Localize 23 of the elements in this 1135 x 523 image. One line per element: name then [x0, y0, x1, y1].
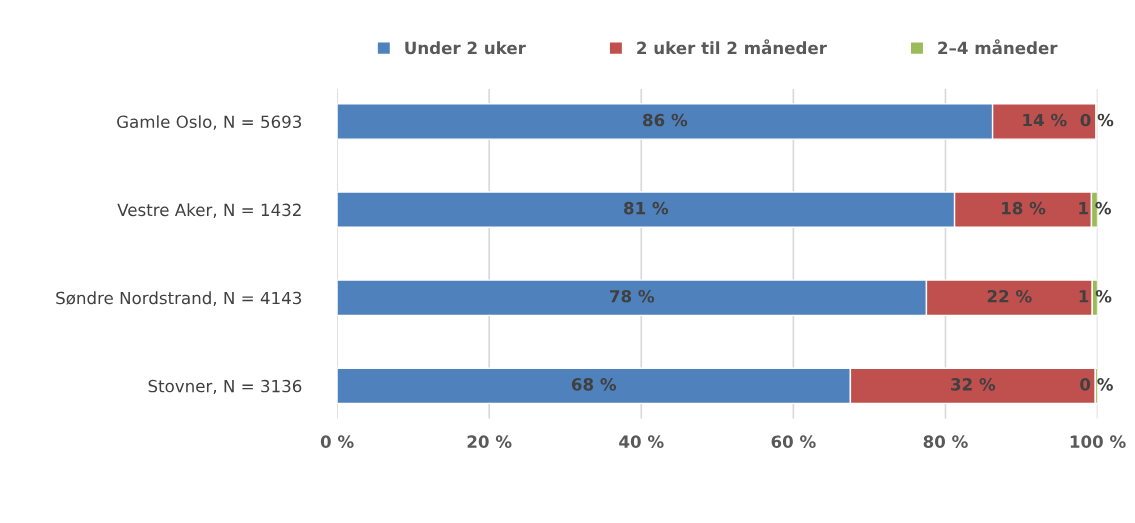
x-tick-label: 40 % — [619, 435, 664, 448]
y-tick-label: Stovner, N = 3136 — [148, 379, 302, 395]
x-tick-label: 60 % — [771, 435, 816, 448]
data-label: 78 % — [610, 289, 655, 303]
x-tick-label: 0 % — [320, 435, 354, 448]
data-label: 81 % — [624, 201, 669, 215]
data-label: 18 % — [1002, 201, 1046, 215]
data-label: 0 % — [1080, 378, 1113, 391]
data-label: 0 % — [1080, 113, 1114, 127]
data-label: 86 % — [643, 113, 688, 127]
data-label: 22 % — [987, 289, 1032, 303]
legend-label: 2 uker til 2 måneder — [637, 39, 827, 55]
x-tick-label: 80 % — [923, 435, 968, 448]
x-tick-label: 100 % — [1070, 435, 1126, 448]
legend-label: 2–4 måneder — [938, 39, 1058, 55]
x-tick-label: 20 % — [467, 435, 512, 448]
y-tick-label: Søndre Nordstrand, N = 4143 — [56, 291, 302, 306]
data-label: 68 % — [571, 378, 617, 391]
legend-label: Under 2 uker — [405, 41, 526, 55]
data-label: 14 % — [1023, 113, 1067, 127]
y-tick-label: Gamle Oslo, N = 5693 — [117, 115, 302, 130]
y-tick-label: Vestre Aker, N = 1432 — [117, 203, 301, 218]
data-label: 32 % — [951, 378, 996, 391]
